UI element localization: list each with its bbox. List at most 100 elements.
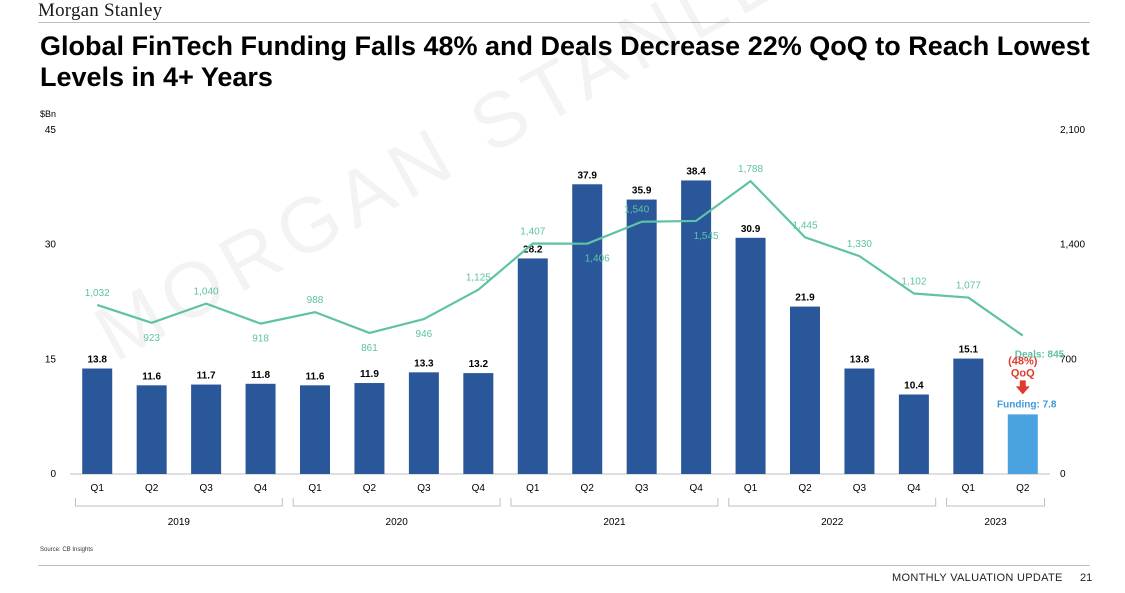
y2-tick-label: 700: [1060, 354, 1077, 365]
bar: [898, 394, 929, 474]
bar: [245, 383, 276, 474]
y2-tick-label: 2,100: [1060, 125, 1085, 136]
year-label: 2022: [821, 517, 844, 528]
bar-label: 11.9: [360, 369, 379, 380]
bottom-divider: [38, 565, 1090, 566]
y-axis-unit-label: $Bn: [40, 109, 56, 119]
bar: [572, 184, 603, 474]
bar-label: 30.9: [741, 224, 761, 235]
deals-label: 1,032: [85, 288, 110, 299]
bar: [136, 385, 167, 474]
bar-label: 13.8: [87, 355, 107, 366]
deals-label: 1,077: [956, 281, 981, 292]
bar: [517, 258, 548, 474]
bar-highlight: [1007, 414, 1038, 474]
deals-label: 1,040: [194, 287, 219, 298]
year-label: 2021: [603, 517, 626, 528]
bar-label: 11.6: [306, 371, 325, 382]
x-tick-label: Q1: [744, 483, 758, 494]
bar: [626, 199, 657, 474]
deals-label: 1,445: [792, 220, 817, 231]
bar-label: 11.8: [251, 370, 270, 381]
year-bracket: [74, 498, 283, 507]
y-tick-label: 15: [45, 354, 57, 365]
footer-label: MONTHLY VALUATION UPDATE: [892, 572, 1063, 584]
bar-label: 13.8: [850, 355, 870, 366]
deals-label: 1,125: [466, 273, 491, 284]
x-tick-label: Q1: [91, 483, 105, 494]
deals-label: 1,788: [738, 164, 763, 175]
deals-label: 1,330: [847, 239, 872, 250]
x-tick-label: Q3: [635, 483, 649, 494]
year-label: 2023: [984, 517, 1007, 528]
bar: [300, 385, 330, 474]
bar: [82, 368, 113, 474]
deals-label: 923: [143, 333, 160, 344]
down-arrow-icon: [1015, 380, 1030, 395]
deals-label: 1,540: [624, 205, 649, 216]
bar-label: 15.1: [959, 345, 979, 356]
x-tick-label: Q4: [907, 483, 921, 494]
bar-label: 28.2: [523, 244, 543, 255]
y2-tick-label: 0: [1060, 469, 1066, 480]
source-note: Source: CB Insights: [40, 547, 94, 553]
page-number: 21: [1080, 572, 1093, 584]
x-tick-label: Q4: [689, 483, 703, 494]
bar-label: 11.6: [142, 371, 161, 382]
x-tick-label: Q2: [581, 483, 595, 494]
bar: [191, 384, 222, 474]
y-tick-label: 45: [45, 125, 57, 136]
bar: [408, 372, 439, 474]
x-tick-label: Q1: [962, 483, 976, 494]
year-bracket: [510, 498, 719, 507]
bar-label: 21.9: [795, 293, 815, 304]
deals-label: 988: [307, 295, 324, 306]
bar: [735, 237, 766, 474]
deals-label: 1,407: [520, 227, 545, 238]
deals-label: 1,102: [901, 276, 926, 287]
deals-label: 1,406: [585, 254, 610, 265]
bar-label: 13.3: [414, 358, 434, 369]
x-tick-label: Q3: [199, 483, 213, 494]
year-bracket: [292, 498, 501, 507]
bar: [844, 368, 875, 474]
bar-label: 10.4: [904, 380, 924, 391]
x-tick-label: Q4: [472, 483, 486, 494]
bar-label: 13.2: [469, 359, 489, 370]
bar: [953, 358, 984, 474]
bar-label: 37.9: [577, 170, 597, 181]
x-tick-label: Q3: [853, 483, 867, 494]
x-tick-label: Q1: [526, 483, 540, 494]
bar-label: 38.4: [686, 166, 706, 177]
deals-label: 946: [416, 329, 433, 340]
year-bracket: [946, 498, 1046, 507]
bar: [681, 180, 712, 474]
deals-label: 1,545: [694, 231, 719, 242]
year-label: 2019: [168, 517, 191, 528]
year-bracket: [728, 498, 937, 507]
bar-label: 11.7: [197, 371, 216, 382]
bar: [790, 306, 820, 474]
annotation-qoq: QoQ: [1011, 367, 1035, 379]
x-tick-label: Q4: [254, 483, 268, 494]
x-tick-label: Q2: [145, 483, 159, 494]
deals-label: 861: [361, 343, 378, 354]
y-tick-label: 0: [50, 469, 56, 480]
x-tick-label: Q1: [308, 483, 322, 494]
bar: [463, 373, 494, 474]
brand-logo: Morgan Stanley: [38, 0, 163, 21]
bar-label-highlight: Funding: 7.8: [997, 399, 1057, 410]
year-label: 2020: [386, 517, 409, 528]
top-divider: [38, 22, 1090, 23]
deals-label-highlight: Deals: 845: [1015, 350, 1065, 361]
deals-line-series: [96, 180, 1024, 337]
x-tick-label: Q3: [417, 483, 431, 494]
y-tick-label: 30: [45, 240, 57, 251]
x-tick-label: Q2: [363, 483, 377, 494]
deals-label: 918: [252, 334, 269, 345]
annotation-percent: (48%): [1008, 355, 1038, 367]
bar: [354, 383, 385, 474]
funding-deals-chart: $Bn 0 15 30 45 0 700 1,400 2,100 13.8 11.6 11.7 1…: [40, 109, 1085, 528]
page-title: Global FinTech Funding Falls 48% and Dea…: [40, 31, 1090, 92]
x-tick-label: Q2: [798, 483, 812, 494]
